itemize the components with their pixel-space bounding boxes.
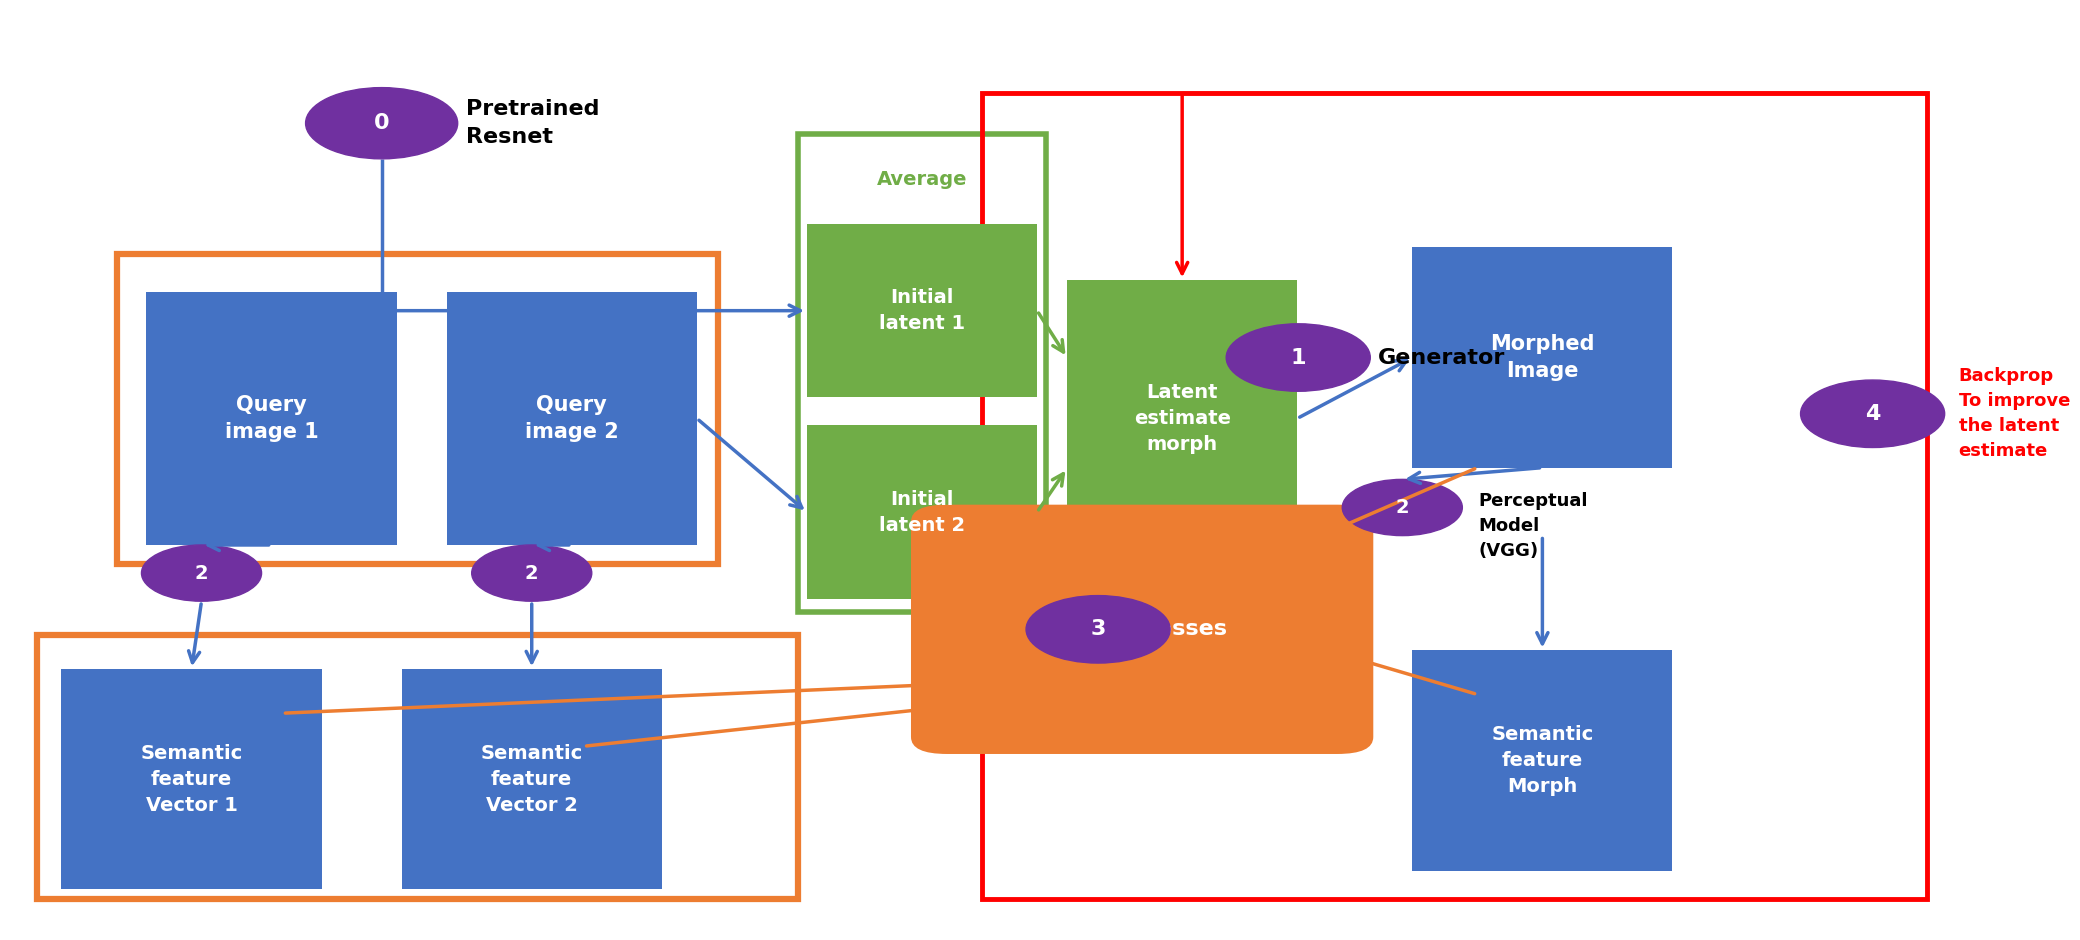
FancyBboxPatch shape [447,292,697,545]
FancyBboxPatch shape [807,426,1038,599]
FancyBboxPatch shape [911,505,1373,754]
FancyBboxPatch shape [1067,280,1298,556]
Text: Semantic
feature
Morph: Semantic feature Morph [1491,726,1593,796]
Circle shape [1227,323,1371,391]
Text: Pretrained
Resnet: Pretrained Resnet [466,100,599,148]
Circle shape [306,87,458,159]
Text: Mix of Losses: Mix of Losses [1057,619,1227,639]
FancyBboxPatch shape [1412,247,1672,468]
Text: 2: 2 [524,564,539,583]
Text: Semantic
feature
Vector 1: Semantic feature Vector 1 [139,744,243,815]
Text: Average: Average [878,170,967,189]
Text: Query
image 2: Query image 2 [524,395,618,442]
Text: Semantic
feature
Vector 2: Semantic feature Vector 2 [480,744,582,815]
Circle shape [1801,380,1945,447]
Text: Morphed
Image: Morphed Image [1489,334,1595,381]
Text: 2: 2 [196,564,208,583]
Circle shape [1025,596,1171,663]
Circle shape [1342,479,1462,536]
Circle shape [141,545,262,602]
FancyBboxPatch shape [146,292,397,545]
FancyBboxPatch shape [807,224,1038,398]
Text: Perceptual
Model
(VGG): Perceptual Model (VGG) [1479,493,1587,560]
FancyBboxPatch shape [401,669,661,889]
Circle shape [472,545,593,602]
Text: 1: 1 [1290,348,1306,368]
Text: 4: 4 [1866,404,1880,424]
Text: Initial
latent 1: Initial latent 1 [880,289,965,333]
FancyBboxPatch shape [62,669,322,889]
Text: 0: 0 [374,113,389,133]
Text: Backprop
To improve
the latent
estimate: Backprop To improve the latent estimate [1959,368,2070,461]
Text: Initial
latent 2: Initial latent 2 [880,490,965,535]
Text: Query
image 1: Query image 1 [225,395,318,442]
Text: 3: 3 [1090,619,1107,639]
FancyBboxPatch shape [1412,650,1672,870]
Text: Generator: Generator [1379,348,1506,368]
Text: 2: 2 [1396,498,1408,517]
Text: Latent
estimate
morph: Latent estimate morph [1134,384,1231,454]
